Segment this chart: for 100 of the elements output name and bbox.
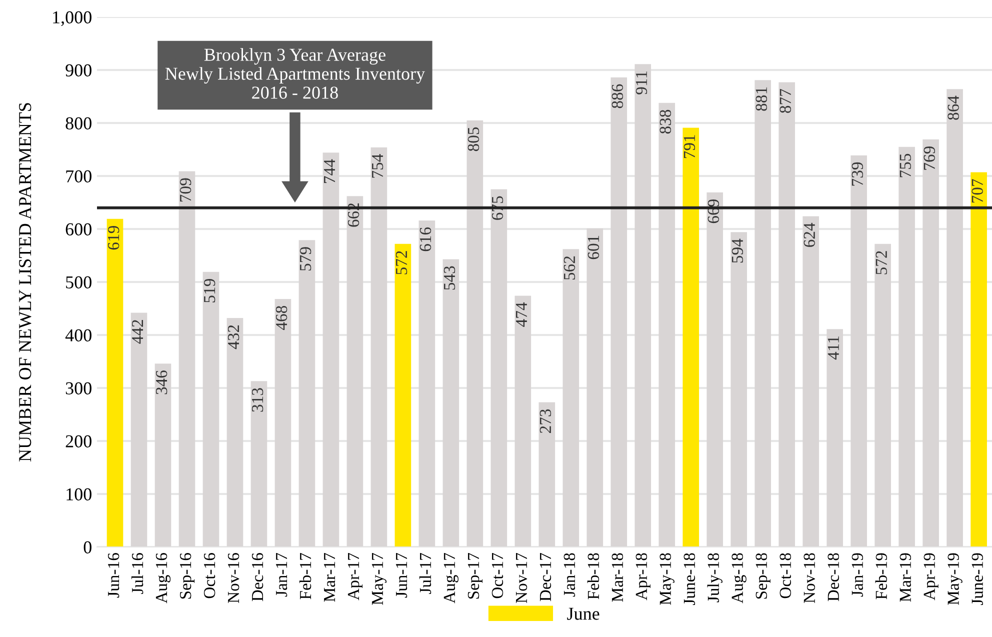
x-tick-label: Aug-18 (732, 553, 746, 604)
legend-label: June (567, 608, 600, 620)
y-tick-label: 0 (84, 541, 92, 554)
x-tick-label: Feb-17 (299, 553, 312, 600)
x-tick-label: June-18 (684, 553, 696, 605)
data-label: 619 (108, 226, 120, 250)
y-tick-label: 500 (66, 276, 92, 288)
x-tick-label: Jan-18 (564, 553, 576, 597)
data-label: 543 (444, 266, 456, 290)
y-tick-label: 1,000 (53, 11, 92, 26)
bar (106, 218, 124, 547)
bar (706, 192, 724, 547)
data-label: 601 (588, 236, 600, 260)
bar (922, 139, 939, 547)
bar (802, 216, 819, 547)
x-tick-label: Nov-17 (516, 553, 528, 603)
bar (778, 82, 796, 547)
x-tick-label: Dec-17 (540, 553, 552, 602)
data-label: 769 (924, 146, 935, 170)
x-tick-label: Jun-16 (108, 553, 120, 598)
x-tick-label: May-19 (948, 553, 962, 605)
bar (898, 146, 915, 547)
x-tick-label: Jun-17 (396, 553, 408, 598)
bar (658, 102, 676, 547)
data-label: 432 (228, 325, 240, 350)
y-tick-label: 800 (66, 117, 92, 130)
data-label: 411 (828, 336, 839, 360)
bar (370, 147, 388, 547)
x-tick-label: Apr-19 (924, 553, 938, 600)
y-tick-label: 200 (66, 435, 92, 448)
data-label: 744 (324, 159, 335, 183)
data-label: 886 (612, 84, 624, 108)
x-tick-label: Feb-18 (587, 553, 600, 600)
data-label: 754 (372, 154, 384, 178)
bar (850, 155, 867, 547)
bar (322, 152, 340, 547)
bar (610, 77, 628, 547)
data-label: 562 (564, 256, 576, 280)
bar (946, 89, 963, 547)
x-tick-label: Mar-19 (900, 553, 911, 602)
bar (418, 220, 436, 547)
annotation: Brooklyn 3 Year Average Newly Listed Apartments Inventory 2016 - 2018 (165, 48, 426, 99)
data-label: 474 (516, 302, 527, 327)
x-tick-label: Nov-18 (804, 553, 816, 603)
data-label: 519 (204, 278, 216, 302)
bar (970, 172, 987, 547)
bar (130, 312, 148, 547)
data-label: 805 (468, 127, 480, 152)
y-tick-label: 700 (66, 170, 92, 182)
data-label: 624 (804, 222, 816, 247)
x-tick-label: June-19 (972, 553, 983, 605)
bar (730, 232, 748, 547)
x-tick-label: Dec-16 (252, 553, 264, 602)
x-tick-label: Jan-17 (276, 553, 288, 597)
bar (154, 364, 172, 547)
data-label: 346 (156, 370, 168, 394)
bar (202, 272, 220, 547)
data-label: 755 (900, 154, 911, 178)
data-label: 313 (252, 388, 264, 412)
data-label: 572 (876, 251, 887, 274)
data-label: 707 (972, 179, 983, 203)
y-tick-label: 100 (66, 488, 92, 500)
x-tick-label: May-17 (372, 553, 386, 605)
data-label: 709 (180, 178, 192, 202)
bar (250, 381, 268, 547)
data-label: 881 (756, 87, 768, 111)
data-label: 877 (780, 89, 792, 113)
data-label: 273 (540, 409, 552, 433)
x-tick-label: Sep-18 (756, 553, 770, 599)
x-tick-label: Oct-18 (780, 553, 792, 598)
x-tick-label: July-18 (707, 553, 722, 602)
data-label: 616 (420, 227, 432, 252)
bar (490, 189, 508, 547)
y-tick-label: 900 (66, 64, 92, 76)
data-label: 739 (852, 162, 863, 186)
y-axis-title: NUMBER OF NEWLY LISTED APARTMENTS (19, 103, 32, 462)
x-tick-label: Aug-16 (156, 553, 171, 604)
y-tick-label: 600 (66, 223, 92, 236)
data-label: 572 (396, 251, 408, 274)
x-tick-label: Mar-18 (612, 553, 624, 602)
x-tick-label: Apr-17 (348, 553, 362, 600)
data-label: 911 (636, 72, 648, 94)
data-label: 468 (276, 306, 288, 330)
bar (226, 318, 244, 547)
x-tick-label: Jan-19 (852, 553, 863, 597)
bar (754, 80, 772, 547)
x-tick-label: Apr-18 (636, 553, 650, 600)
x-tick-label: Sep-17 (468, 553, 482, 599)
bar (298, 240, 316, 547)
x-tick-label: Jul-17 (419, 553, 432, 594)
bar (538, 402, 556, 547)
x-tick-label: Oct-17 (492, 553, 504, 598)
x-tick-label: May-18 (660, 553, 674, 605)
x-tick-label: Feb-19 (875, 553, 887, 600)
bar (442, 259, 460, 547)
x-tick-label: Dec-18 (828, 553, 840, 602)
bar (274, 298, 292, 547)
y-tick-label: 300 (66, 382, 92, 394)
bar (682, 128, 700, 547)
bar (634, 64, 652, 547)
